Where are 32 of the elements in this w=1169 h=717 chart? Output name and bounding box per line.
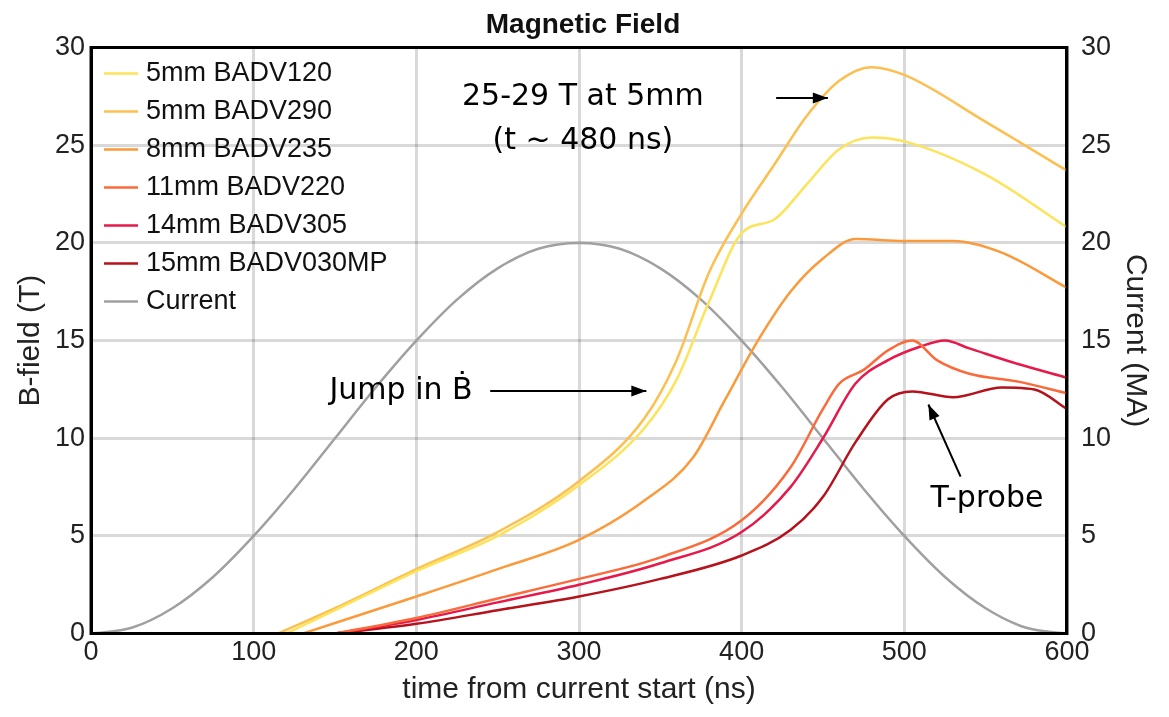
y-axis-title: B-field (T): [12, 274, 46, 407]
x-axis-title: time from current start (ns): [402, 671, 756, 705]
annotation: 25-29 T at 5mm (t ~ 480 ns): [462, 77, 704, 157]
y2-tick-label: 25: [1080, 128, 1112, 159]
y-tick-label: 25: [54, 128, 86, 159]
chart-title: Magnetic Field: [485, 7, 681, 39]
x-tick-label: 200: [393, 636, 439, 667]
y-tick-label: 5: [70, 519, 86, 550]
legend-label: 5mm BADV290: [146, 95, 333, 126]
x-tick-label: 500: [881, 636, 927, 667]
x-tick-label: 400: [719, 636, 765, 667]
legend-label: 15mm BADV030MP: [146, 247, 388, 278]
annotation: Jump in Ḃ: [327, 370, 473, 406]
y-tick-label: 0: [70, 617, 86, 648]
y2-tick-label: 15: [1080, 324, 1112, 355]
legend-label: Current: [146, 285, 237, 316]
y-tick-label: 15: [54, 324, 86, 355]
y-tick-label: 10: [54, 421, 86, 452]
y2-tick-label: 5: [1080, 519, 1096, 550]
y-tick-label: 20: [54, 226, 86, 257]
y2-tick-label: 20: [1080, 226, 1112, 257]
y2-axis-title: Current (MA): [1120, 253, 1154, 428]
y2-tick-label: 30: [1080, 31, 1112, 62]
x-tick-label: 300: [556, 636, 602, 667]
legend-label: 14mm BADV305: [146, 209, 348, 240]
legend-label: 11mm BADV220: [146, 171, 346, 202]
x-tick-label: 100: [231, 636, 277, 667]
legend-label: 5mm BADV120: [146, 57, 333, 88]
annotation: T-probe: [929, 478, 1044, 514]
legend-label: 8mm BADV235: [146, 133, 333, 164]
y2-tick-label: 10: [1080, 421, 1112, 452]
y-tick-label: 30: [54, 31, 86, 62]
